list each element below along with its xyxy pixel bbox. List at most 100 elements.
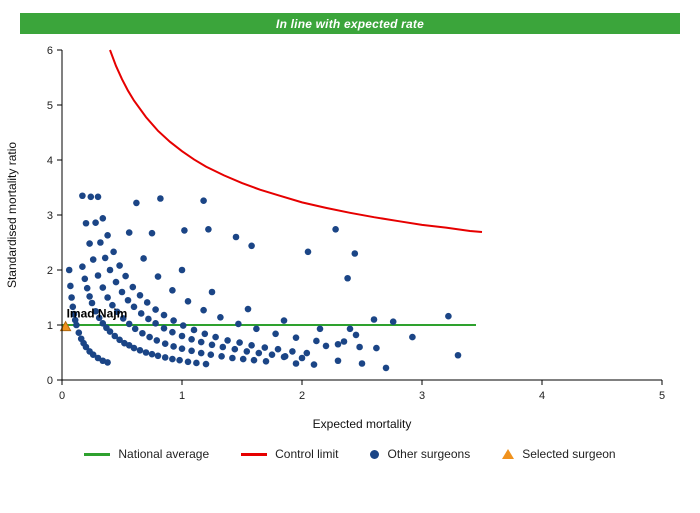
control-limit-line-swatch [241, 452, 268, 456]
other-surgeon-point [212, 333, 219, 341]
other-surgeon-point [205, 226, 212, 233]
other-surgeon-point [280, 317, 288, 324]
other-surgeon-point [71, 316, 79, 324]
other-surgeon-point [106, 328, 114, 335]
other-surgeon-point [298, 354, 306, 362]
other-surgeon-point [122, 272, 129, 280]
other-surgeon-point [255, 349, 263, 357]
other-surgeon-point [292, 334, 300, 341]
other-surgeon-point [340, 338, 348, 345]
other-surgeon-point [110, 248, 117, 256]
other-surgeon-point [154, 352, 162, 360]
surgeon-name-label: Imad Najm [67, 307, 128, 321]
other-surgeon-point [95, 314, 103, 322]
other-surgeon-point [161, 354, 169, 361]
x-tick-label: 4 [539, 390, 545, 402]
legend-control-limit-label: Control limit [275, 447, 339, 461]
scatter-points [65, 192, 462, 372]
legend-selected-surgeon: Selected surgeon [502, 447, 616, 461]
other-surgeon-point [81, 275, 89, 283]
other-surgeon-point [148, 229, 156, 237]
y-tick-label: 2 [47, 265, 53, 277]
other-surgeon-point [111, 332, 119, 340]
other-surgeon-point [176, 356, 183, 364]
other-surgeon-point [125, 229, 133, 236]
other-surgeon-point [129, 283, 137, 291]
funnel-plot-container: Expected mortality Standardised mortalit… [0, 38, 700, 441]
other-surgeon-point [232, 233, 240, 241]
other-surgeon-point [253, 325, 260, 333]
other-surgeon-point [124, 296, 132, 304]
national-average-line-swatch [84, 452, 111, 456]
other-surgeon-point [289, 348, 296, 355]
other-surgeon-point [133, 199, 140, 207]
other-surgeon-point [170, 317, 177, 324]
other-surgeon-point [248, 342, 255, 349]
other-surgeon-point [116, 336, 123, 344]
legend-control-limit: Control limit [241, 447, 338, 461]
other-surgeon-point [351, 250, 359, 257]
other-surgeon-point [97, 239, 104, 246]
other-surgeon-point [169, 328, 176, 336]
other-surgeons-dot-swatch [370, 449, 380, 459]
other-surgeon-point [69, 303, 77, 311]
other-surgeon-point [104, 294, 111, 301]
other-surgeon-point [334, 340, 342, 348]
other-surgeon-point [130, 303, 138, 311]
other-surgeon-point [94, 354, 102, 362]
other-surgeon-point [145, 315, 152, 323]
other-surgeon-point [334, 357, 342, 365]
other-surgeon-point [193, 359, 200, 367]
x-tick-label: 1 [179, 390, 185, 402]
other-surgeon-point [178, 332, 186, 340]
other-surgeon-point [409, 333, 416, 341]
x-tick-label: 2 [299, 390, 305, 402]
status-banner: In line with expected rate [20, 13, 680, 34]
other-surgeon-point [109, 301, 116, 309]
other-surgeon-point [370, 316, 378, 323]
other-surgeon-point [94, 193, 102, 201]
other-surgeon-point [352, 331, 360, 339]
selected-surgeon-marker[interactable] [59, 320, 72, 332]
other-surgeon-point [179, 322, 187, 329]
other-surgeon-point [99, 215, 107, 222]
other-surgeon-point [178, 266, 186, 274]
other-surgeon-point [89, 351, 97, 359]
other-surgeon-point [274, 345, 282, 353]
other-surgeon-point [92, 307, 99, 315]
other-surgeon-point [292, 360, 300, 367]
other-surgeon-point [140, 255, 147, 262]
status-banner-text: In line with expected rate [276, 16, 424, 31]
other-surgeon-point [239, 355, 247, 363]
other-surgeon-point [112, 278, 120, 286]
other-surgeon-point [75, 329, 83, 337]
other-surgeon-point [170, 343, 177, 350]
other-surgeon-point [197, 338, 205, 346]
other-surgeon-point [130, 344, 138, 352]
other-surgeon-point [188, 336, 195, 343]
other-surgeon-point [160, 325, 168, 332]
other-surgeon-point [373, 344, 380, 352]
other-surgeon-point [229, 354, 236, 362]
other-surgeon-point [99, 320, 107, 327]
other-surgeon-point [87, 193, 95, 201]
other-surgeon-point [136, 292, 144, 299]
other-surgeon-point [184, 298, 192, 305]
other-surgeon-point [181, 227, 188, 234]
other-surgeon-point [82, 219, 90, 227]
other-surgeon-point [119, 315, 127, 322]
other-surgeon-point [346, 325, 354, 333]
other-surgeon-point [262, 358, 270, 365]
other-surgeon-point [248, 242, 255, 250]
x-tick-label: 5 [659, 390, 665, 402]
other-surgeon-point [70, 310, 78, 318]
other-surgeon-point [218, 353, 225, 360]
x-tick-label: 0 [59, 390, 65, 402]
other-surgeon-point [197, 349, 205, 357]
other-surgeon-point [67, 282, 74, 290]
other-surgeon-point [131, 325, 139, 333]
other-surgeon-point [88, 299, 96, 307]
other-surgeon-point [65, 266, 73, 274]
other-surgeon-point [261, 344, 269, 351]
other-surgeon-point [146, 333, 153, 341]
